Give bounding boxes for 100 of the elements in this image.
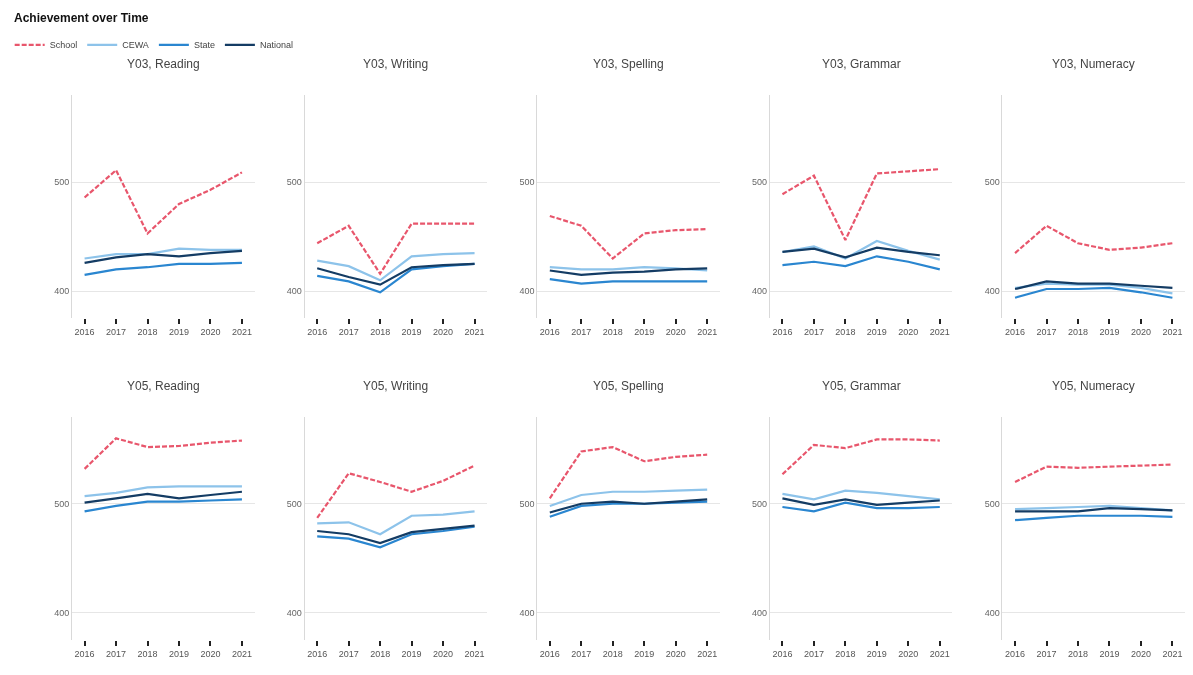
x-tick-label: 2017 — [106, 327, 127, 338]
x-tick-label: 2019 — [168, 327, 190, 338]
y-tick-label: 500 — [984, 498, 1000, 509]
x-tick-label: 2016 — [307, 648, 328, 659]
x-tick-label: 2016 — [1005, 327, 1026, 338]
x-tick-label: 2019 — [866, 648, 887, 659]
legend-label: National — [259, 40, 293, 51]
x-tick-label: 2018 — [835, 327, 856, 338]
chart-title: Y05, Writing — [363, 379, 429, 393]
y-tick-label: 500 — [519, 177, 535, 188]
x-tick-label: 2016 — [307, 327, 328, 338]
x-tick-label: 2021 — [1162, 327, 1183, 338]
x-tick-label: 2018 — [602, 327, 623, 338]
y-tick-label: 500 — [752, 177, 768, 188]
line-series — [1013, 224, 1174, 255]
line-series — [83, 261, 244, 276]
legend-label: School — [49, 40, 78, 51]
chart-title: Y03, Writing — [363, 57, 429, 71]
x-tick-label: 2016 — [772, 648, 793, 659]
line-series — [316, 251, 476, 282]
line-series — [83, 490, 244, 504]
x-tick-label: 2016 — [74, 327, 95, 338]
chart-title: Y03, Reading — [127, 57, 200, 71]
x-tick-label: 2021 — [697, 648, 718, 659]
chart-title: Y05, Reading — [127, 379, 200, 393]
y-tick-label: 400 — [54, 286, 70, 297]
x-tick-label: 2017 — [338, 648, 359, 659]
line-series — [83, 498, 244, 513]
chart-title: Y05, Numeracy — [1052, 379, 1135, 393]
line-series — [83, 169, 244, 235]
line-series — [1013, 282, 1174, 295]
x-tick-label: 2020 — [200, 648, 221, 659]
y-tick-label: 400 — [519, 607, 535, 618]
y-tick-label: 400 — [54, 607, 70, 618]
line-series — [83, 437, 244, 470]
x-tick-label: 2019 — [1099, 648, 1120, 659]
x-tick-label: 2020 — [665, 327, 686, 338]
y-tick-label: 500 — [54, 177, 70, 188]
line-series — [1013, 280, 1174, 291]
x-tick-label: 2018 — [602, 648, 623, 659]
x-tick-label: 2019 — [634, 648, 655, 659]
line-series — [781, 438, 941, 476]
line-series — [781, 239, 941, 261]
x-tick-label: 2021 — [231, 327, 252, 338]
x-tick-label: 2020 — [1130, 648, 1151, 659]
x-tick-label: 2021 — [464, 327, 485, 338]
x-tick-label: 2021 — [231, 648, 252, 659]
x-tick-label: 2017 — [1036, 648, 1057, 659]
x-tick-label: 2021 — [1162, 648, 1183, 659]
x-tick-label: 2018 — [1067, 648, 1089, 659]
y-tick-label: 400 — [286, 286, 302, 297]
x-tick-label: 2017 — [571, 648, 592, 659]
x-tick-label: 2016 — [1005, 648, 1026, 659]
line-series — [316, 262, 476, 286]
x-tick-label: 2020 — [665, 648, 686, 659]
line-series — [781, 168, 941, 242]
line-series — [1013, 463, 1174, 484]
line-series — [781, 255, 941, 271]
x-tick-label: 2020 — [200, 327, 221, 338]
x-tick-label: 2016 — [539, 327, 560, 338]
y-tick-label: 400 — [519, 286, 535, 297]
chart-title: Y05, Spelling — [593, 379, 664, 393]
x-tick-label: 2017 — [571, 327, 592, 338]
x-tick-label: 2021 — [929, 327, 950, 338]
line-series — [781, 501, 941, 513]
line-series — [548, 445, 709, 500]
x-tick-label: 2020 — [433, 648, 454, 659]
x-tick-label: 2018 — [370, 327, 391, 338]
chart-title: Y05, Grammar — [822, 379, 901, 393]
chart-title: Y03, Spelling — [593, 57, 664, 71]
x-tick-label: 2017 — [338, 327, 359, 338]
x-tick-label: 2017 — [803, 648, 824, 659]
x-tick-label: 2018 — [137, 648, 158, 659]
line-series — [83, 249, 244, 264]
y-tick-label: 500 — [286, 498, 302, 509]
x-tick-label: 2018 — [137, 327, 158, 338]
text: Achievement over Time — [14, 11, 149, 25]
y-tick-label: 400 — [984, 607, 1000, 618]
x-tick-label: 2018 — [835, 648, 856, 659]
x-tick-label: 2017 — [803, 327, 824, 338]
line-series — [548, 500, 709, 518]
x-tick-label: 2016 — [772, 327, 793, 338]
y-tick-label: 500 — [984, 177, 1000, 188]
legend-label: CEWA — [122, 40, 149, 51]
line-series — [548, 498, 709, 514]
line-series — [316, 464, 476, 520]
y-tick-label: 400 — [752, 607, 768, 618]
line-series — [548, 488, 709, 508]
line-series — [83, 485, 244, 498]
line-series — [316, 222, 476, 275]
y-tick-label: 500 — [286, 177, 302, 188]
x-tick-label: 2019 — [401, 327, 422, 338]
line-series — [781, 497, 941, 506]
legend-label: State — [193, 40, 215, 51]
x-tick-label: 2018 — [370, 648, 391, 659]
line-series — [781, 246, 941, 259]
x-tick-label: 2018 — [1067, 327, 1089, 338]
x-tick-label: 2019 — [168, 648, 190, 659]
x-tick-label: 2016 — [74, 648, 95, 659]
line-series — [316, 510, 476, 536]
